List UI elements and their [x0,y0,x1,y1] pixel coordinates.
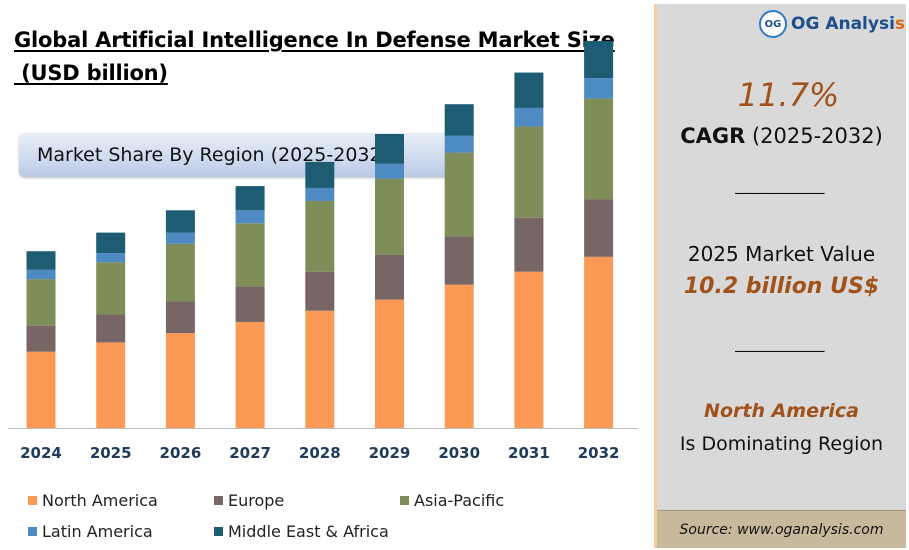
legend-swatch-icon [400,496,409,505]
logo-text: OG Analysis [791,14,905,34]
bar-segment-asia-pacific-2025 [96,262,126,315]
bar-segment-latin-america-2027 [235,210,265,224]
bar-segment-asia-pacific-2032 [584,98,614,200]
bar-segment-north-america-2028 [305,310,335,428]
legend-label: Asia-Pacific [414,491,505,510]
bar-segment-middle-east-africa-2024 [26,251,56,270]
chart-title-line2: (USD billion) [14,61,168,85]
legend-label: Latin America [42,522,153,541]
bar-segment-latin-america-2026 [165,232,195,244]
legend-swatch-icon [214,496,223,505]
separator-2: ---------------------------- [734,344,825,359]
side-panel: OG OG Analysis 11.7% CAGR (2025-2032) --… [654,4,906,548]
chart-subtitle: Market Share By Region (2025-2032) [37,144,390,166]
bar-segment-europe-2027 [235,286,265,322]
bar-segment-north-america-2027 [235,321,265,428]
legend-swatch-icon [214,527,223,536]
bar-segment-middle-east-africa-2030 [444,104,474,136]
logo-text-accent: s [894,14,906,34]
x-tick-label-2032: 2032 [578,444,620,462]
legend-swatch-icon [28,496,37,505]
bar-segment-europe-2029 [375,254,404,300]
legend-label: Middle East & Africa [228,522,389,541]
legend-item-north-america: North America [28,492,158,510]
logo-badge-icon: OG [759,10,787,38]
stacked-bar-chart: 2024 2025 2026 2027 2028 2029 2030 2031 2032 [8,40,638,462]
source-text: Source: www.oganalysis.com [679,521,884,538]
legend-swatch-icon [28,527,37,536]
bar-segment-middle-east-africa-2027 [235,186,265,211]
x-tick-label-2030: 2030 [438,444,480,462]
legend-label: North America [42,491,158,510]
x-tick-label-2028: 2028 [299,444,341,462]
separator-1: ---------------------------- [734,186,825,201]
bar-segment-north-america-2024 [26,351,56,428]
market-value: 10.2 billion US$ [683,274,880,299]
cagr-label: CAGR (2025-2032) [657,124,906,148]
bar-segment-middle-east-africa-2031 [514,72,544,108]
legend-item-europe: Europe [214,492,284,510]
bar-segment-asia-pacific-2028 [305,200,335,272]
dominating-region: North America [704,400,859,422]
x-tick-label-2025: 2025 [90,444,132,462]
bar-segment-north-america-2025 [96,342,126,428]
chart-title: Global Artificial Intelligence In Defens… [14,24,654,90]
bar-segment-latin-america-2028 [305,187,335,201]
bar-segment-north-america-2029 [375,299,404,428]
bar-segment-latin-america-2024 [26,269,56,280]
bar-segment-middle-east-africa-2029 [375,133,404,164]
legend-label: Europe [228,491,285,510]
bar-segment-middle-east-africa-2025 [96,232,126,254]
x-tick-label-2027: 2027 [229,444,271,462]
bar-segment-europe-2025 [96,314,126,343]
bar-segment-europe-2028 [305,271,335,311]
x-tick-label-2031: 2031 [508,444,550,462]
bar-segment-north-america-2030 [444,284,474,428]
cagr-label-period: (2025-2032) [745,124,883,148]
bar-segment-north-america-2026 [165,333,195,428]
dominating-label: Is Dominating Region [679,433,884,455]
bar-segment-north-america-2031 [514,271,544,428]
x-tick-label-2024: 2024 [20,444,62,462]
bar-segment-asia-pacific-2030 [444,152,474,237]
cagr-label-bold: CAGR [680,124,746,148]
bar-segment-europe-2031 [514,217,544,272]
bar-segment-north-america-2032 [584,256,614,428]
bar-segment-europe-2030 [444,236,474,285]
legend-item-asia-pacific: Asia-Pacific [400,492,504,510]
logo-text-main: OG Analysi [791,14,895,34]
bar-segment-latin-america-2031 [514,107,544,127]
bar-segment-latin-america-2025 [96,253,126,263]
x-tick-label-2026: 2026 [160,444,202,462]
bar-segment-latin-america-2030 [444,135,474,153]
bar-segment-middle-east-africa-2028 [305,161,335,188]
bar-segment-middle-east-africa-2026 [165,210,195,233]
bar-segment-asia-pacific-2026 [165,243,195,302]
bar-segment-middle-east-africa-2032 [584,40,614,79]
market-value-label: 2025 Market Value [687,242,876,266]
bar-segment-europe-2026 [165,301,195,334]
bar-segment-europe-2024 [26,325,56,352]
chart-title-line1: Global Artificial Intelligence In Defens… [14,28,615,52]
bar-segment-asia-pacific-2027 [235,223,265,287]
cagr-value: 11.7% [737,76,840,114]
og-analysis-logo: OG OG Analysis [759,9,905,39]
source-bar: Source: www.oganalysis.com [657,510,906,548]
bar-segment-asia-pacific-2029 [375,178,404,255]
x-tick-label-2029: 2029 [369,444,411,462]
bar-segment-europe-2032 [584,199,614,257]
bar-segment-asia-pacific-2024 [26,279,56,326]
legend-item-latin-america: Latin America [28,523,153,541]
legend-item-middle-east-africa: Middle East & Africa [214,523,389,541]
bar-segment-latin-america-2029 [375,163,404,179]
bar-segment-asia-pacific-2031 [514,126,544,218]
bar-segment-latin-america-2032 [584,78,614,99]
